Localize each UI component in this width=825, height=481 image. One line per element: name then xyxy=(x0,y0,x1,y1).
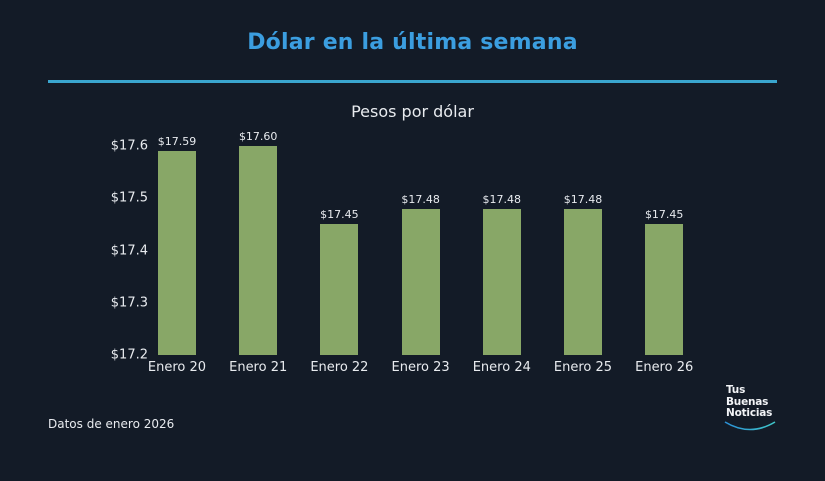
logo-text-line: Noticias xyxy=(726,407,773,419)
bar xyxy=(320,224,359,355)
bar xyxy=(239,146,278,355)
x-axis-tick-label: Enero 24 xyxy=(472,360,531,375)
logo-text-line: Buenas xyxy=(726,395,769,408)
y-axis-tick-label: $17.2 xyxy=(110,347,148,363)
x-axis-tick-label: Enero 26 xyxy=(635,360,694,375)
y-axis-tick-label: $17.3 xyxy=(110,295,148,311)
x-axis-tick-label: Enero 21 xyxy=(229,360,288,375)
bar-value-label: $17.48 xyxy=(401,192,440,206)
tus-buenas-noticias-logo: Tus Buenas Noticias xyxy=(724,384,786,435)
bar-value-label: $17.60 xyxy=(238,130,278,143)
bar xyxy=(564,208,602,355)
title-divider xyxy=(48,80,777,83)
chart-title: Dólar en la última semana xyxy=(247,30,578,55)
y-axis-tick-label: $17.5 xyxy=(110,190,148,206)
source-note: Datos de enero 2026 xyxy=(48,417,175,431)
x-axis-tick-label: Enero 22 xyxy=(310,360,369,375)
bar-value-label: $17.48 xyxy=(482,192,522,206)
bar xyxy=(482,208,521,355)
bar xyxy=(158,151,196,355)
y-axis-tick-label: $17.4 xyxy=(110,243,148,258)
bar-value-label: $17.45 xyxy=(644,208,684,222)
chart-subtitle: Pesos por dólar xyxy=(351,102,474,121)
bar xyxy=(645,224,684,355)
bar xyxy=(401,208,440,355)
bar-value-label: $17.45 xyxy=(320,208,359,222)
x-axis-tick-label: Enero 20 xyxy=(147,360,207,375)
bar-value-label: $17.48 xyxy=(563,192,603,206)
logo-text-line: Tus xyxy=(726,384,746,396)
x-axis-tick-label: Enero 23 xyxy=(391,360,450,375)
smile-arc-icon xyxy=(724,421,776,431)
x-axis-tick-label: Enero 25 xyxy=(553,360,613,375)
y-axis-tick-label: $17.6 xyxy=(110,138,148,154)
bar-value-label: $17.59 xyxy=(157,135,197,149)
